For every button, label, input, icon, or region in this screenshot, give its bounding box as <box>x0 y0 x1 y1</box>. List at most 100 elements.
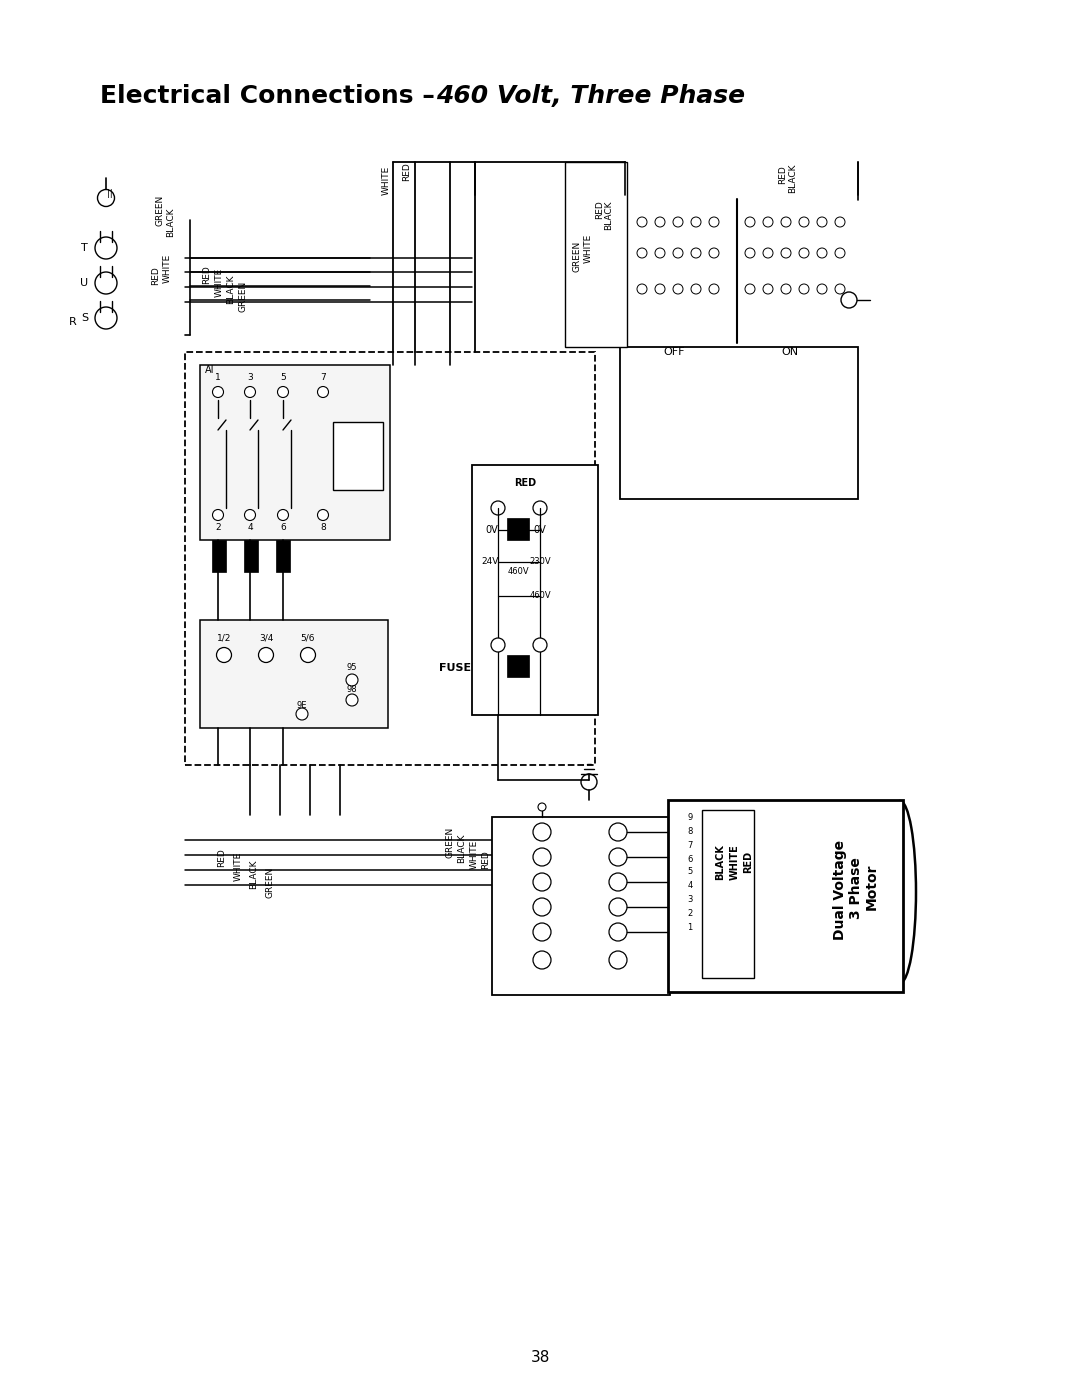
Circle shape <box>781 284 791 293</box>
Text: Motor: Motor <box>865 863 879 911</box>
Circle shape <box>534 951 551 970</box>
Circle shape <box>95 237 117 258</box>
Circle shape <box>762 217 773 226</box>
Circle shape <box>654 217 665 226</box>
Circle shape <box>816 217 827 226</box>
Circle shape <box>609 951 627 970</box>
Circle shape <box>708 217 719 226</box>
Circle shape <box>637 217 647 226</box>
Text: 5: 5 <box>687 868 692 876</box>
Bar <box>507 655 529 678</box>
Bar <box>185 352 595 766</box>
Circle shape <box>637 249 647 258</box>
Text: 460V: 460V <box>529 591 551 601</box>
Circle shape <box>95 272 117 293</box>
Text: 3 Phase: 3 Phase <box>849 858 863 919</box>
Circle shape <box>609 823 627 841</box>
Text: WHITE: WHITE <box>730 844 740 880</box>
Circle shape <box>534 502 546 515</box>
Text: 7: 7 <box>320 373 326 383</box>
Bar <box>620 346 858 499</box>
Circle shape <box>781 217 791 226</box>
Text: RED: RED <box>743 851 753 873</box>
Text: U: U <box>80 278 87 288</box>
Circle shape <box>609 848 627 866</box>
Text: R: R <box>69 317 77 327</box>
Text: 1/2: 1/2 <box>217 633 231 643</box>
Circle shape <box>762 249 773 258</box>
Bar <box>200 620 388 728</box>
Circle shape <box>609 873 627 891</box>
Text: BLACK: BLACK <box>166 207 175 236</box>
Text: RED: RED <box>482 851 490 869</box>
Circle shape <box>799 284 809 293</box>
Circle shape <box>534 638 546 652</box>
Text: FUSE: FUSE <box>438 664 471 673</box>
Circle shape <box>673 249 683 258</box>
Text: WHITE: WHITE <box>381 165 391 194</box>
Circle shape <box>278 387 288 398</box>
Text: WHITE: WHITE <box>162 253 172 282</box>
Text: RED: RED <box>151 267 161 285</box>
Text: 8: 8 <box>320 524 326 532</box>
Text: 0V: 0V <box>486 525 498 535</box>
Text: GREEN: GREEN <box>446 827 455 858</box>
Text: WHITE: WHITE <box>233 851 243 880</box>
Circle shape <box>534 898 551 916</box>
Circle shape <box>816 284 827 293</box>
Circle shape <box>213 510 224 521</box>
Text: 9E: 9E <box>297 700 307 710</box>
Text: GREEN: GREEN <box>572 240 581 271</box>
Bar <box>492 817 670 995</box>
Bar <box>669 800 903 992</box>
Circle shape <box>762 284 773 293</box>
Circle shape <box>781 249 791 258</box>
Text: ||: || <box>107 189 113 197</box>
Text: 3: 3 <box>687 895 692 904</box>
Circle shape <box>491 638 505 652</box>
Text: BLACK: BLACK <box>458 833 467 863</box>
Circle shape <box>673 284 683 293</box>
Circle shape <box>491 502 505 515</box>
Circle shape <box>300 647 315 662</box>
Text: Electrical Connections –: Electrical Connections – <box>100 84 444 108</box>
Text: 2: 2 <box>687 908 692 918</box>
Circle shape <box>278 510 288 521</box>
Text: 6: 6 <box>687 855 692 863</box>
Text: GREEN: GREEN <box>239 281 247 312</box>
Circle shape <box>799 249 809 258</box>
Circle shape <box>745 249 755 258</box>
Circle shape <box>244 387 256 398</box>
Bar <box>244 541 258 571</box>
Text: 0V: 0V <box>534 525 546 535</box>
Text: OFF: OFF <box>663 346 685 358</box>
Circle shape <box>835 217 845 226</box>
Circle shape <box>318 510 328 521</box>
Text: AI: AI <box>205 365 215 374</box>
Bar <box>276 541 291 571</box>
Circle shape <box>691 249 701 258</box>
Circle shape <box>216 647 231 662</box>
Text: BLACK: BLACK <box>227 274 235 303</box>
Text: 6: 6 <box>280 524 286 532</box>
Circle shape <box>799 217 809 226</box>
Text: WHITE: WHITE <box>470 840 478 869</box>
Text: 230V: 230V <box>529 557 551 567</box>
Text: 5/6: 5/6 <box>300 633 315 643</box>
Circle shape <box>609 898 627 916</box>
Text: 5: 5 <box>280 373 286 383</box>
Circle shape <box>835 284 845 293</box>
Ellipse shape <box>885 800 916 983</box>
Text: 460 Volt, Three Phase: 460 Volt, Three Phase <box>436 84 745 108</box>
Circle shape <box>213 387 224 398</box>
Text: 4: 4 <box>247 524 253 532</box>
Circle shape <box>816 249 827 258</box>
Text: GREEN: GREEN <box>156 194 164 226</box>
Text: BLACK: BLACK <box>788 163 797 193</box>
Circle shape <box>534 823 551 841</box>
Circle shape <box>708 284 719 293</box>
Text: WHITE: WHITE <box>583 233 593 263</box>
Text: BLACK: BLACK <box>605 200 613 229</box>
Text: RED: RED <box>514 478 536 488</box>
Text: 1: 1 <box>215 373 221 383</box>
